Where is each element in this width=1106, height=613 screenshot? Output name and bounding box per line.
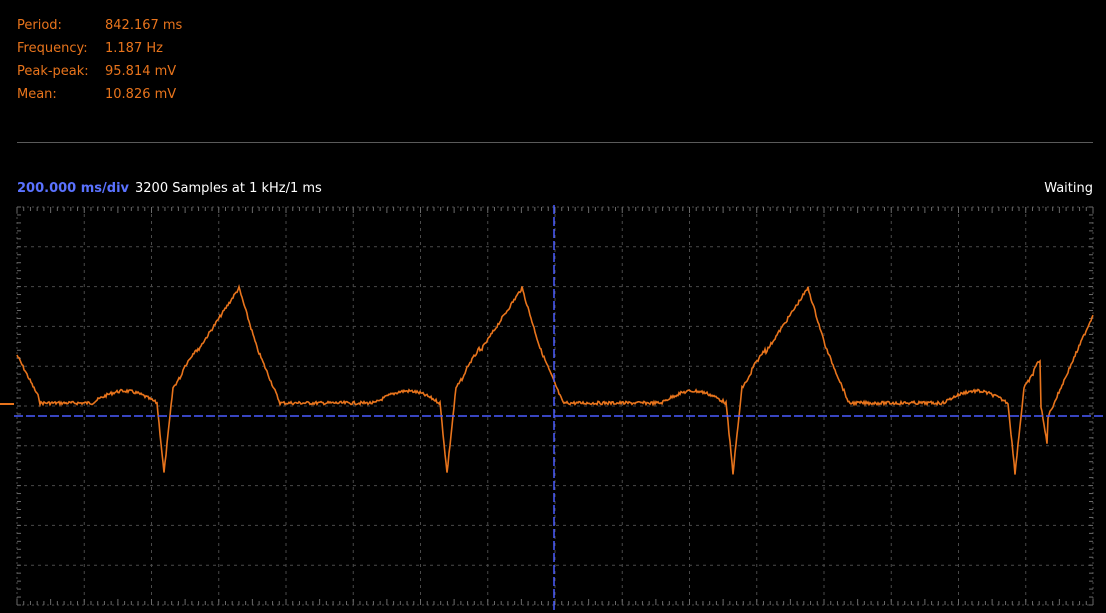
measurement-peak-peak: Peak-peak: 95.814 mV xyxy=(17,60,317,83)
grid-ticks xyxy=(16,206,1094,606)
signal-trace xyxy=(16,283,1094,475)
mean-value: 10.826 mV xyxy=(105,87,177,102)
grid xyxy=(16,206,1094,606)
measurement-frequency: Frequency: 1.187 Hz xyxy=(17,37,317,60)
peak-peak-label: Peak-peak: xyxy=(17,64,89,79)
peak-peak-value: 95.814 mV xyxy=(105,64,177,79)
sample-info: 3200 Samples at 1 kHz/1 ms xyxy=(135,181,322,196)
period-label: Period: xyxy=(17,18,62,33)
scope-display[interactable] xyxy=(0,205,1106,613)
acquisition-state: Waiting xyxy=(1044,181,1093,196)
frequency-label: Frequency: xyxy=(17,41,88,56)
mean-label: Mean: xyxy=(17,87,57,102)
separator xyxy=(17,142,1093,143)
timebase-label[interactable]: 200.000 ms/div xyxy=(17,181,130,196)
status-bar: 200.000 ms/div 3200 Samples at 1 kHz/1 ms… xyxy=(17,179,1093,199)
period-value: 842.167 ms xyxy=(105,18,183,33)
measurement-period: Period: 842.167 ms xyxy=(17,14,317,37)
scope-canvas[interactable] xyxy=(0,205,1106,613)
frequency-value: 1.187 Hz xyxy=(105,41,163,56)
measurement-mean: Mean: 10.826 mV xyxy=(17,83,317,106)
measurements-panel: Period: 842.167 ms Frequency: 1.187 Hz P… xyxy=(17,14,317,106)
